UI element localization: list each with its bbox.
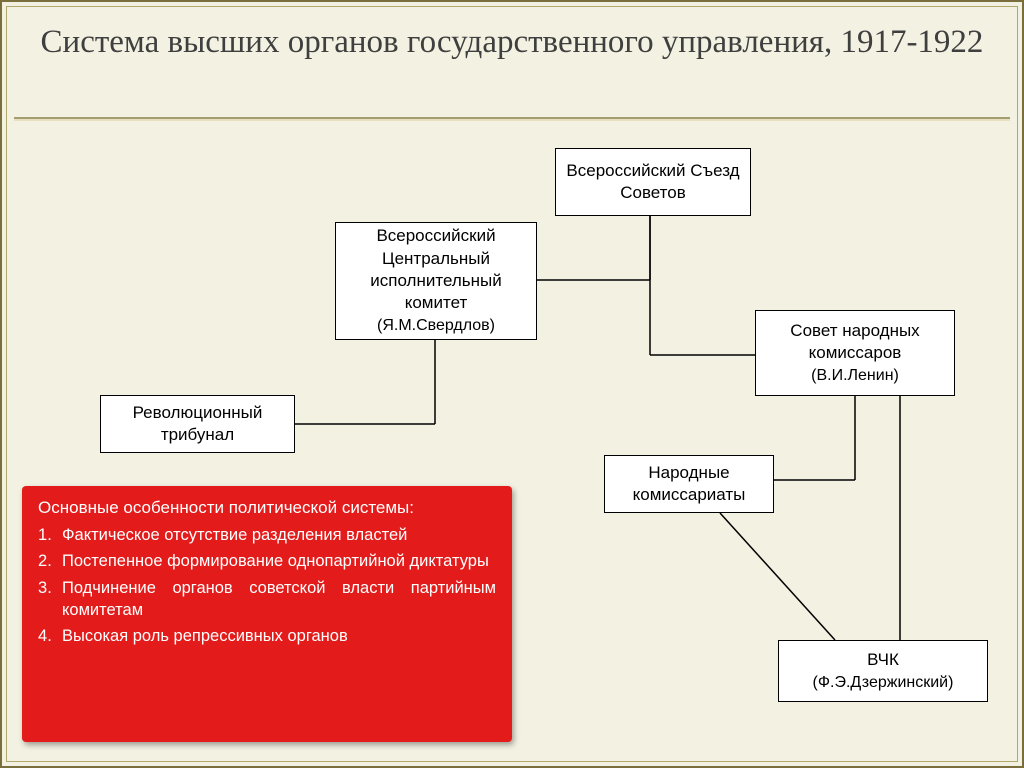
node-sublabel: (В.И.Ленин) <box>811 366 899 387</box>
node-vcik: Всероссийский Центральный исполнительный… <box>335 222 537 340</box>
node-label: ВЧК <box>867 649 899 671</box>
features-callout: Основные особенности политической систем… <box>22 486 512 742</box>
callout-item: Постепенное формирование однопартийной д… <box>38 550 496 572</box>
node-snk: Совет народных комиссаров(В.И.Ленин) <box>755 310 955 396</box>
node-label: Всероссийский Съезд Советов <box>564 160 742 204</box>
node-label: Народные комиссариаты <box>613 462 765 506</box>
callout-list: Фактическое отсутствие разделения власте… <box>38 524 496 647</box>
node-congress: Всероссийский Съезд Советов <box>555 148 751 216</box>
node-label: Революционный трибунал <box>109 402 286 446</box>
node-narkomat: Народные комиссариаты <box>604 455 774 513</box>
node-sublabel: (Я.М.Свердлов) <box>377 316 495 337</box>
callout-item: Высокая роль репрессивных органов <box>38 625 496 647</box>
node-label: Всероссийский Центральный исполнительный… <box>344 225 528 313</box>
callout-item: Фактическое отсутствие разделения власте… <box>38 524 496 546</box>
callout-title: Основные особенности политической систем… <box>38 498 496 518</box>
node-vchk: ВЧК(Ф.Э.Дзержинский) <box>778 640 988 702</box>
node-label: Совет народных комиссаров <box>764 320 946 364</box>
callout-item: Подчинение органов советской власти парт… <box>38 577 496 622</box>
node-tribunal: Революционный трибунал <box>100 395 295 453</box>
node-sublabel: (Ф.Э.Дзержинский) <box>813 673 954 694</box>
